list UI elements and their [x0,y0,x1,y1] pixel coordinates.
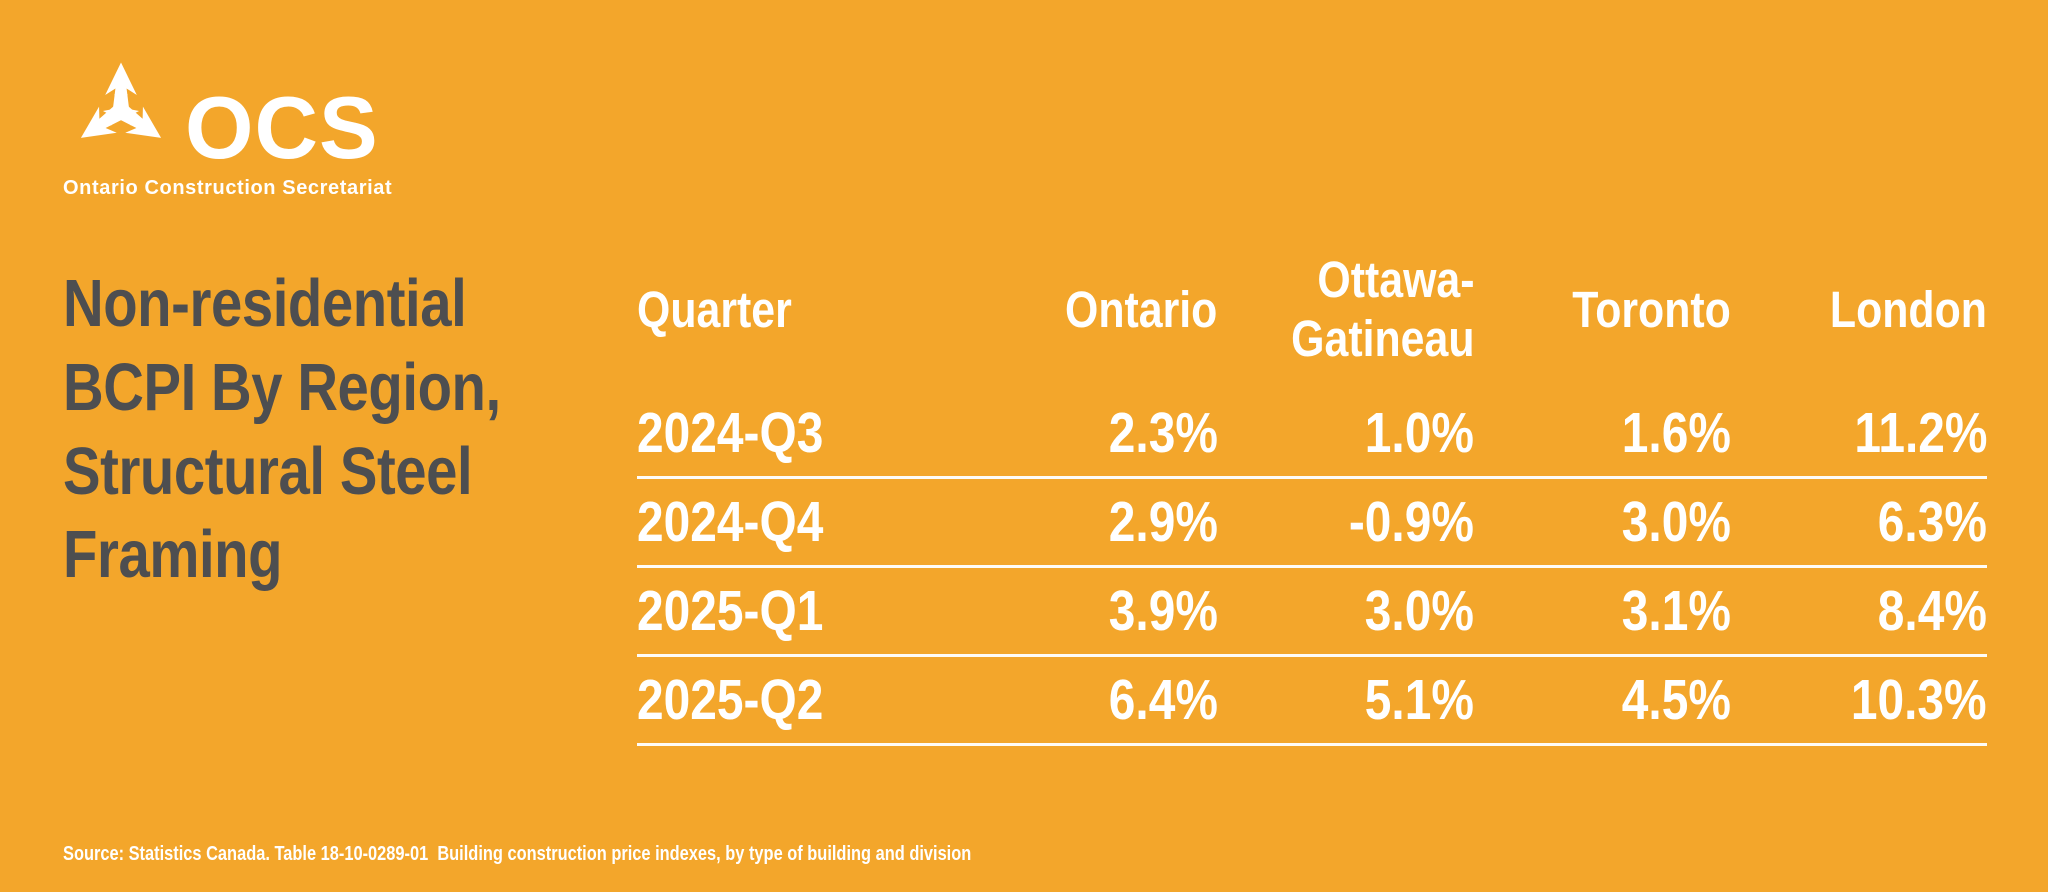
value-cell-ottawa-gatineau: 1.0% [1217,390,1474,479]
col-header-ontario: Ontario [961,212,1218,390]
value-cell-london: 6.3% [1730,477,1987,568]
col-header-london: London [1731,212,1987,390]
table-row-2024-q4: 2024-Q4 2.9% -0.9% 3.0% 6.3% [637,477,1987,568]
source-note-text: Source: Statistics Canada. Table 18-10-0… [63,842,972,865]
quarter-label: 2025-Q2 [637,668,824,732]
value-label: 6.4% [1108,668,1218,732]
page-title: Non-residential BCPI By Region, Structur… [63,262,703,597]
ocs-logo-row: OCS [63,56,392,178]
value-cell-ottawa-gatineau: 3.0% [1217,566,1474,657]
col-header-toronto-label: Toronto [1571,280,1731,338]
value-label: 8.4% [1877,579,1987,643]
page-title-text: Non-residential BCPI By Region, Structur… [63,266,501,593]
col-header-london-label: London [1829,280,1987,338]
value-cell-ontario: 2.3% [961,390,1218,479]
table-row-2025-q2: 2025-Q2 6.4% 5.1% 4.5% 10.3% [637,655,1987,746]
value-label: 2.9% [1108,490,1218,554]
col-header-ottawa-gatineau: Ottawa-Gatineau [1218,212,1474,390]
value-cell-ottawa-gatineau: -0.9% [1217,477,1474,568]
value-cell-london: 10.3% [1730,655,1987,746]
ocs-logo: OCS Ontario Construction Secretariat [63,56,392,200]
table-row-2024-q3: 2024-Q3 2.3% 1.0% 1.6% 11.2% [637,390,1987,479]
col-header-toronto: Toronto [1474,212,1731,390]
value-label: 3.1% [1621,579,1731,643]
ocs-logo-subtitle: Ontario Construction Secretariat [63,177,393,199]
source-note: Source: Statistics Canada. Table 18-10-0… [63,842,1198,866]
quarter-label: 2024-Q3 [637,401,824,465]
value-label: 1.6% [1621,401,1731,465]
mountain-arrows-icon [80,62,162,138]
value-label: 11.2% [1853,401,1987,465]
value-label: 5.1% [1364,668,1474,732]
value-cell-london: 11.2% [1730,390,1987,479]
ocs-logo-acronym: OCS [185,78,379,178]
value-label: 10.3% [1851,668,1987,732]
quarter-label: 2024-Q4 [637,490,824,554]
bcpi-region-table: Quarter Ontario Ottawa-Gatineau Toronto … [637,212,1987,746]
value-cell-toronto: 1.6% [1474,390,1731,479]
quarter-cell: 2024-Q4 [637,477,961,568]
value-cell-ontario: 2.9% [961,477,1218,568]
table-row-2025-q1: 2025-Q1 3.9% 3.0% 3.1% 8.4% [637,566,1987,657]
value-label: 3.9% [1108,579,1218,643]
quarter-cell: 2025-Q1 [637,566,961,657]
col-header-quarter: Quarter [637,212,961,390]
quarter-cell: 2024-Q3 [637,390,961,479]
quarter-cell: 2025-Q2 [637,655,961,746]
value-cell-ottawa-gatineau: 5.1% [1217,655,1474,746]
quarter-label: 2025-Q1 [637,579,824,643]
value-label: 2.3% [1108,401,1218,465]
col-header-ottawa-gatineau-label: Ottawa-Gatineau [1290,251,1474,367]
value-label: 3.0% [1621,490,1731,554]
value-cell-ontario: 6.4% [961,655,1218,746]
col-header-quarter-label: Quarter [637,280,792,338]
table-header-row: Quarter Ontario Ottawa-Gatineau Toronto … [637,212,1987,390]
value-label: 1.0% [1364,401,1474,465]
value-cell-ontario: 3.9% [961,566,1218,657]
value-label: 4.5% [1621,668,1731,732]
value-cell-toronto: 3.0% [1474,477,1731,568]
value-label: -0.9% [1348,490,1474,554]
value-label: 6.3% [1877,490,1987,554]
value-cell-toronto: 4.5% [1474,655,1731,746]
value-cell-london: 8.4% [1730,566,1987,657]
value-label: 3.0% [1364,579,1474,643]
col-header-ontario-label: Ontario [1065,280,1218,338]
value-cell-toronto: 3.1% [1474,566,1731,657]
